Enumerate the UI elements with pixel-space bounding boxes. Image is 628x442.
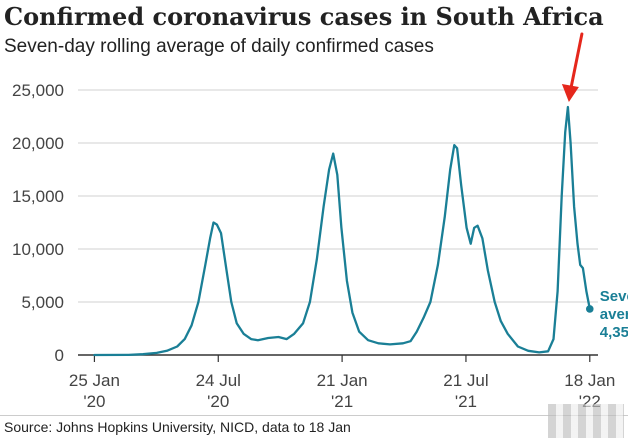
x-tick-label: 24 Jul	[196, 371, 241, 390]
y-tick-label: 5,000	[21, 293, 64, 312]
annotation-line-1: Seven-day	[600, 288, 628, 305]
x-tick-label-year: '20	[83, 392, 105, 411]
source-note: Source: Johns Hopkins University, NICD, …	[4, 419, 351, 435]
y-tick-label: 10,000	[12, 240, 64, 259]
footer-divider	[0, 415, 628, 416]
latest-value-annotation: Seven-day average: 4,350	[600, 288, 628, 341]
y-tick-label: 25,000	[12, 81, 64, 100]
x-tick-label: 25 Jan	[69, 371, 120, 390]
peak-arrow-icon	[561, 32, 584, 102]
annotation-value: 4,350	[600, 324, 628, 341]
x-tick-label-year: '20	[207, 392, 229, 411]
y-tick-label: 20,000	[12, 134, 64, 153]
chart-title: Confirmed coronavirus cases in South Afr…	[4, 2, 604, 31]
y-axis-tick-labels: 0 5,000 10,000 15,000 20,000 25,000	[12, 81, 64, 365]
blurred-logo	[548, 404, 624, 438]
annotation-line-2: average:	[600, 306, 628, 323]
y-tick-label: 15,000	[12, 187, 64, 206]
x-tick-label: 21 Jan	[317, 371, 368, 390]
x-tick-label: 18 Jan	[564, 371, 615, 390]
x-tick-label-year: '21	[331, 392, 353, 411]
x-axis-ticks: 25 Jan '20 24 Jul '20 21 Jan '21 21 Jul '21 18 J…	[69, 355, 615, 411]
latest-value-point	[585, 305, 594, 313]
chart-subtitle: Seven-day rolling average of daily confi…	[4, 36, 434, 57]
y-tick-label: 0	[55, 346, 64, 365]
series-line-seven-day-average	[93, 105, 591, 357]
gridlines	[78, 89, 598, 303]
x-tick-label: 21 Jul	[443, 371, 488, 390]
x-tick-label-year: '21	[455, 392, 477, 411]
